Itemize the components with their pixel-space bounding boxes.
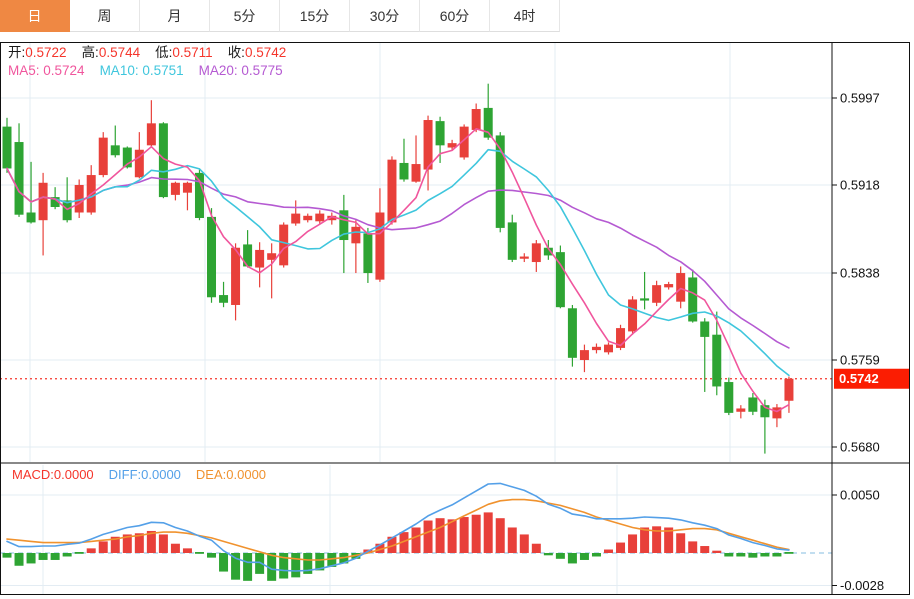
tab-timeframe-7[interactable]: 4时	[490, 0, 560, 32]
tab-timeframe-4[interactable]: 15分	[280, 0, 350, 32]
svg-text:0.5680: 0.5680	[840, 440, 880, 455]
svg-text:0.5838: 0.5838	[840, 266, 880, 281]
tab-timeframe-0[interactable]: 日	[0, 0, 70, 32]
tab-timeframe-6[interactable]: 60分	[420, 0, 490, 32]
tab-timeframe-5[interactable]: 30分	[350, 0, 420, 32]
timeframe-tab-bar: 日周月 5分 15分 30分 60分 4时	[0, 0, 560, 32]
svg-text:0.5759: 0.5759	[840, 353, 880, 368]
svg-text:0.5997: 0.5997	[840, 91, 880, 106]
current-price-badge: 0.5742	[834, 368, 909, 389]
svg-text:0.0050: 0.0050	[840, 488, 880, 503]
svg-text:0.5918: 0.5918	[840, 177, 880, 192]
tab-timeframe-3[interactable]: 5分	[210, 0, 280, 32]
tab-timeframe-2[interactable]: 月	[140, 0, 210, 32]
svg-text:0.5742: 0.5742	[839, 371, 879, 386]
svg-text:-0.0028: -0.0028	[840, 578, 884, 593]
tab-timeframe-1[interactable]: 周	[70, 0, 140, 32]
